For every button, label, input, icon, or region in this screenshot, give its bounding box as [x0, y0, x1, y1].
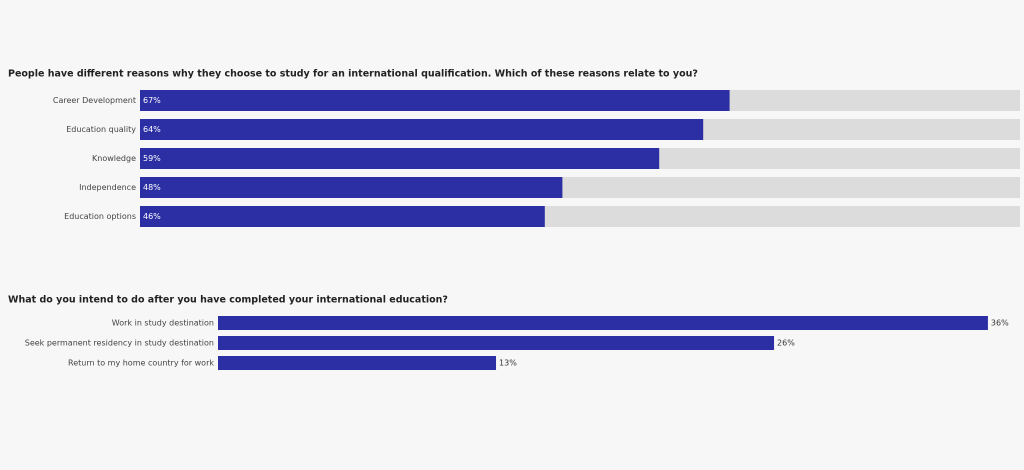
data-label: 59% — [143, 154, 161, 163]
y-tick-label: Seek permanent residency in study destin… — [25, 339, 214, 348]
bar — [218, 336, 775, 350]
bar — [140, 177, 563, 198]
chart-title: What do you intend to do after you have … — [8, 295, 448, 306]
data-label: 36% — [991, 319, 1009, 328]
y-tick-label: Career Development — [53, 96, 136, 105]
y-tick-label: Return to my home country for work — [68, 359, 214, 368]
y-tick-label: Education options — [64, 212, 136, 221]
bar — [140, 119, 704, 140]
bar — [218, 356, 497, 370]
y-tick-label: Independence — [79, 183, 136, 192]
bar — [140, 148, 660, 169]
data-label: 26% — [777, 339, 795, 348]
data-label: 67% — [143, 96, 161, 105]
data-label: 13% — [499, 359, 517, 368]
bar — [218, 316, 988, 330]
data-label: 46% — [143, 212, 161, 221]
bar — [140, 90, 730, 111]
y-tick-label: Work in study destination — [112, 319, 214, 328]
data-label: 64% — [143, 125, 161, 134]
y-tick-label: Knowledge — [92, 154, 136, 163]
bar — [140, 206, 545, 227]
chart-title: People have different reasons why they c… — [8, 69, 698, 80]
y-tick-label: Education quality — [66, 125, 136, 134]
data-label: 48% — [143, 183, 161, 192]
